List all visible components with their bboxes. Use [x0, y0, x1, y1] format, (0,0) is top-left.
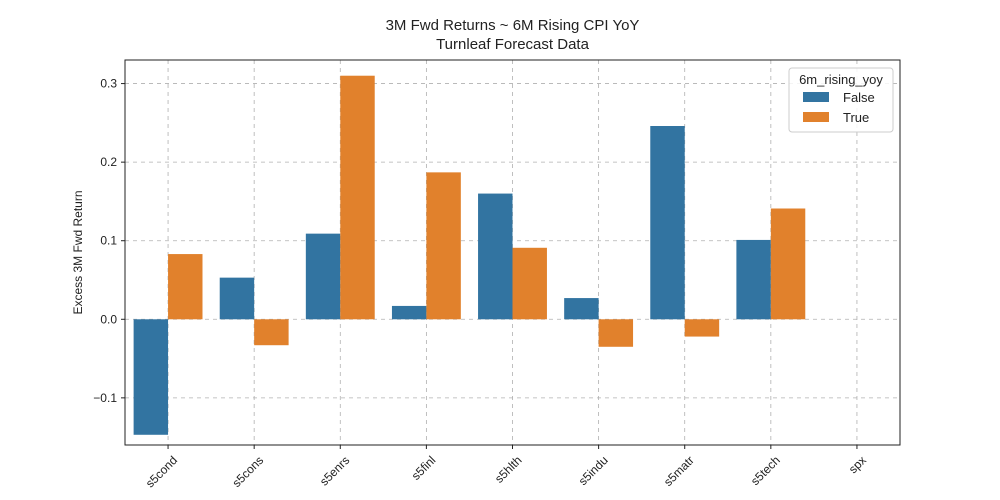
bar-false-s5finl [391, 305, 427, 320]
chart-subtitle: Turnleaf Forecast Data [436, 36, 589, 53]
legend-swatch-false [803, 92, 829, 102]
bar-false-s5indu [564, 298, 599, 320]
x-tick-label: s5matr [661, 453, 697, 489]
bar-true-s5tech [770, 208, 806, 320]
x-tick-label: s5cons [229, 453, 266, 490]
bars [133, 75, 806, 435]
bar-false-s5enrs [305, 233, 341, 320]
x-tick-label: s5hlth [492, 453, 525, 486]
y-axis-label: Excess 3M Fwd Return [71, 190, 85, 314]
bar-true-s5cons [254, 319, 289, 346]
bar-true-s5finl [426, 172, 461, 320]
legend-swatch-true [803, 112, 829, 122]
x-tick-label: spx [846, 453, 869, 476]
bar-true-s5indu [598, 319, 634, 347]
legend: 6m_rising_yoy False True [788, 67, 894, 133]
bar-true-s5hlth [512, 247, 547, 320]
x-tick-label: s5cond [143, 453, 180, 490]
bar-false-s5cond [133, 319, 169, 435]
x-tick-label: s5tech [748, 453, 783, 488]
y-tick-label: 0.3 [100, 77, 117, 91]
bar-false-s5hlth [478, 193, 513, 320]
bar-false-s5cons [219, 277, 255, 320]
legend-title: 6m_rising_yoy [799, 72, 883, 87]
y-tick-label: 0.1 [100, 234, 117, 248]
y-tick-label: −0.1 [93, 391, 117, 405]
x-axis-ticks: s5cond s5cons s5enrs s5finl s5hlth s5indu s5ma… [143, 445, 869, 490]
bar-true-s5matr [684, 319, 720, 337]
bar-true-s5enrs [340, 75, 375, 320]
legend-label-true: True [843, 110, 869, 125]
bar-true-s5cond [168, 254, 203, 320]
bar-false-s5tech [736, 239, 771, 320]
chart-title: 3M Fwd Returns ~ 6M Rising CPI YoY [385, 17, 640, 34]
y-tick-label: 0.0 [100, 312, 117, 326]
y-axis-ticks: −0.1 0.0 0.1 0.2 0.3 [93, 77, 125, 405]
x-tick-label: s5enrs [317, 453, 352, 488]
y-tick-label: 0.2 [100, 155, 117, 169]
legend-label-false: False [843, 90, 875, 105]
x-tick-label: s5indu [576, 453, 611, 488]
bar-false-s5matr [650, 126, 685, 320]
x-tick-label: s5finl [409, 453, 439, 483]
